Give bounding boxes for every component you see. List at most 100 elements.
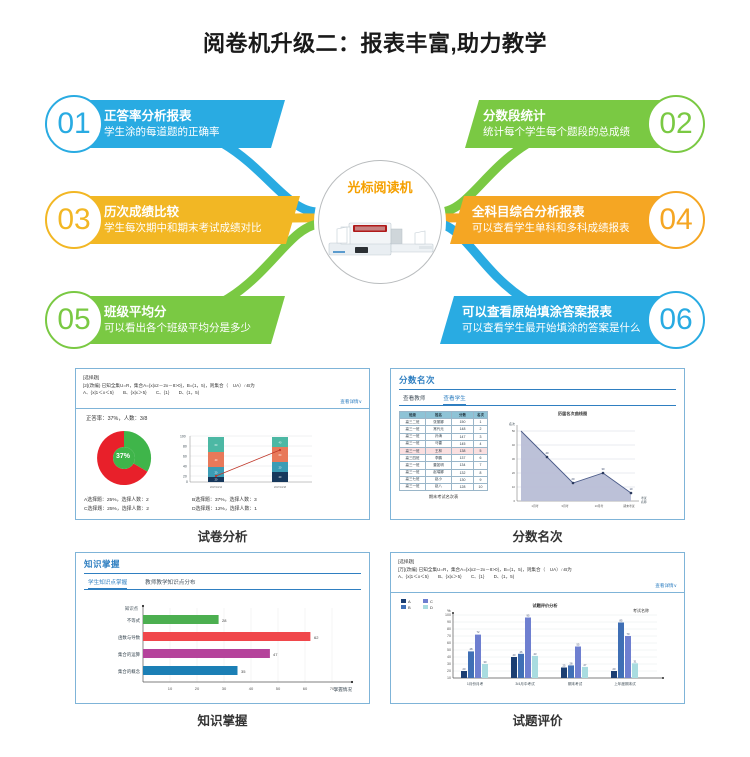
chart-legend: A B C D [401,598,433,610]
svg-text:50: 50 [276,686,281,691]
svg-text:集合的运算: 集合的运算 [118,651,141,658]
svg-text:30: 30 [602,467,605,471]
panel-question-evaluation[interactable]: [选择题] [万](改编) 已知全集U=R，集合A={x|x2－2x－8>0}，… [390,552,685,728]
center-device-label: 光标阅读机 [347,180,413,195]
svg-text:20: 20 [279,466,282,469]
svg-text:40: 40 [215,459,218,462]
answer-rate-text: 正答率：37%，人数：3/8 [86,415,148,422]
panel-header: 分数名次 [391,369,684,390]
svg-text:27: 27 [584,663,587,667]
panel1-charts: 37% 100 80 [76,422,369,492]
tab-view-teacher[interactable]: 查看教师 [403,396,426,402]
view-detail-link[interactable]: 查看详情∨ [340,398,362,404]
svg-text:55: 55 [577,642,580,646]
mark-reader-machine-icon [328,222,434,256]
panel-title: 分数名次 [399,375,436,385]
svg-text:20: 20 [215,478,218,481]
answer-rate-donut-chart [97,430,152,485]
svg-text:40: 40 [513,653,516,657]
feature-card-03[interactable]: 历次成绩比较 学生每次期中和期末考试成绩对比 [60,196,300,244]
view-detail-link[interactable]: 查看详情∨ [655,582,677,588]
table-row[interactable]: 高三一班 赵瑞娜 132 8 [399,468,488,477]
svg-text:名称: 名称 [641,500,647,504]
col-class: 班级 [399,410,426,420]
svg-text:30: 30 [222,686,227,691]
col-name: 姓名 [425,410,452,420]
svg-text:10: 10 [630,487,633,491]
svg-text:40: 40 [183,464,187,468]
feature-number-text: 06 [659,303,693,336]
svg-text:函数与导数: 函数与导数 [118,634,141,641]
svg-text:D: D [430,605,433,610]
panel-score-rank[interactable]: 分数名次 查看教师 查看学生 班级 姓名 [390,368,685,544]
knowledge-mastery-bar-chart: 知识点 [118,604,354,693]
page-title: 阅卷机升级二：报表丰富,助力教学 [202,31,548,56]
history-rank-chart-wrap: 历届名次曲线图 名次 [495,411,650,518]
svg-text:1月考: 1月考 [531,504,538,508]
svg-text:知识点: 知识点 [125,605,139,612]
svg-text:95: 95 [527,613,530,617]
svg-text:80: 80 [183,444,187,448]
feature-card-subtitle: 可以查看学生最开始填涂的答案是什么 [462,322,641,335]
question-tag: [选择题] [398,559,415,564]
table-header-row: 班级 姓名 分数 名次 [399,410,488,420]
panel-knowledge-mastery[interactable]: 知识掌握 学生知识点掌握 教师教学知识点分布 知识点 [75,552,370,728]
svg-text:40: 40 [546,451,549,455]
svg-text:C: C [430,599,433,604]
feature-number-06: 06 [647,291,705,349]
history-rank-area-chart: 名次 50 40 30 20 10 0 [509,421,647,508]
header-rule [84,573,361,574]
svg-text:40: 40 [512,443,516,447]
table-row[interactable]: 高三一班 马雷 145 4 [399,439,488,448]
svg-text:25: 25 [563,663,566,667]
feature-card-title: 分数段统计 [483,109,546,124]
table-row[interactable]: 高三一班 董如明 134 7 [399,461,488,470]
panel-paper-analysis[interactable]: [选择题] [2](改编) 已知全集U=R，集合A={x|x2－2x－8>0}，… [75,368,370,544]
svg-text:名次: 名次 [509,421,515,426]
feature-card-title: 全科目综合分析报表 [472,205,585,220]
svg-text:28: 28 [222,618,227,623]
feature-card-04[interactable]: 全科目综合分析报表 可以查看学生单科和多科成绩报表 [450,196,690,244]
tab-student-knowledge[interactable]: 学生知识点掌握 [88,578,128,589]
panel-title: 知识掌握 [84,559,121,569]
feature-card-06[interactable]: 可以查看原始填涂答案报表 可以查看学生最开始填涂的答案是什么 [440,296,690,344]
panel-caption: 知识掌握 [197,714,248,728]
center-device-circle: 光标阅读机 [318,160,442,284]
svg-text:60: 60 [183,454,187,458]
svg-text:70: 70 [447,634,451,638]
svg-text:90: 90 [447,620,451,624]
tab-view-student[interactable]: 查看学生 [443,394,466,405]
feature-number-text: 04 [659,203,693,236]
panel-tabs: 学生知识点掌握 教师教学知识点分布 [76,574,369,589]
svg-text:0: 0 [186,480,188,484]
legend-item-d: D选择题：12%，选择人数：1 [192,507,257,513]
table-row-highlighted[interactable]: 高三一班 王林 138 5 [399,446,488,456]
svg-text:1月份月考: 1月份月考 [467,681,484,686]
feature-number-text: 05 [57,303,91,336]
table-row[interactable]: 高三七班 赵小 130 9 [399,475,488,484]
svg-text:20: 20 [447,669,451,673]
svg-text:10: 10 [512,485,516,489]
feature-card-subtitle: 学生涂的每道题的正确率 [104,126,220,139]
table-row[interactable]: 高三一班 常代元 148 2 [399,425,488,434]
table-row[interactable]: 高三一班 孙涛 147 3 [399,432,488,441]
feature-card-subtitle: 学生每次期中和期末考试成绩对比 [104,222,262,235]
svg-text:80: 80 [447,627,451,631]
feature-card-title: 正答率分析报表 [104,109,192,124]
svg-text:47: 47 [273,652,278,657]
table-row[interactable]: 高三一班 赵八 128 10 [399,482,488,492]
svg-text:20: 20 [572,477,575,481]
svg-text:85: 85 [620,618,623,622]
svg-text:28: 28 [570,661,573,665]
svg-text:50: 50 [447,648,451,652]
table-row[interactable]: 高三二班 张丽娜 150 1 [399,418,488,427]
feature-number-text: 01 [57,107,91,140]
legend-item-b: B选择题：37%，选择人数：3 [192,497,257,503]
table-row[interactable]: 高三四班 李鹏 137 6 [399,454,488,463]
tab-rule [84,589,361,590]
question-line-2: A、{x|1＜x＜5} B、{x|x＞5} C、{1} D、(1，5) [398,574,515,580]
panel-tabs: 查看教师 查看学生 [391,390,684,405]
tab-teacher-knowledge[interactable]: 教师教学知识点分布 [145,580,196,586]
legend-row: A选择题：25%，选择人数：2 B选择题：37%，选择人数：3 [84,496,369,505]
svg-text:40: 40 [279,441,282,444]
